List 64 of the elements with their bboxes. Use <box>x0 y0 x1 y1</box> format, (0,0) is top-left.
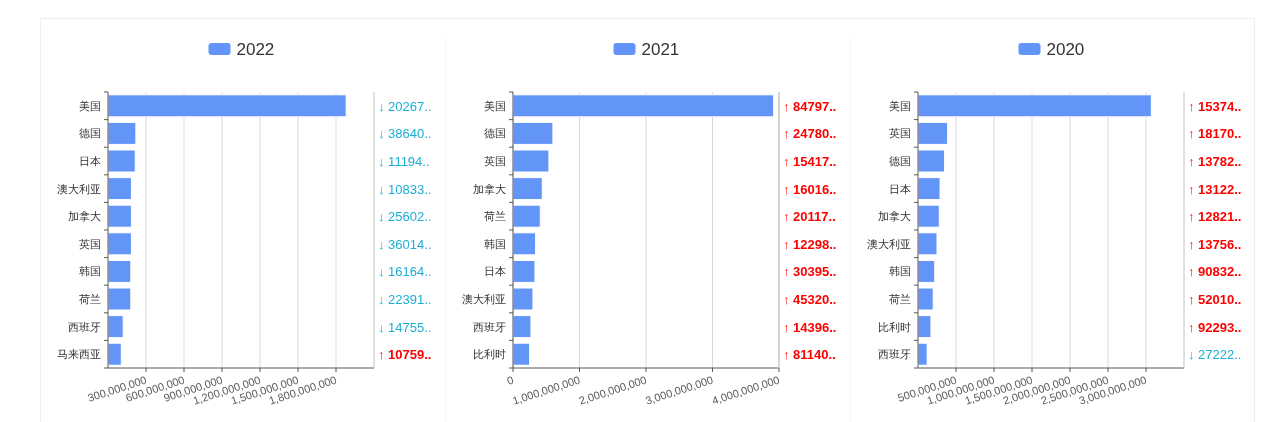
text: ↑ 14396.. <box>783 319 837 335</box>
y-tick-label: 加拿大 <box>68 210 101 223</box>
text: ↑ 15374.. <box>1188 98 1242 114</box>
text: ↓ 20267.. <box>378 98 432 114</box>
text: ↓ 27222.. <box>1188 347 1242 363</box>
y-tick-label: 加拿大 <box>473 182 506 195</box>
text: ↑ 13122.. <box>1188 181 1242 197</box>
text: ↑ 13782.. <box>1188 154 1242 169</box>
y-tick-label: 澳大利亚 <box>57 182 101 195</box>
y-tick-label: 英国 <box>79 237 101 250</box>
y-tick-label: 西班牙 <box>878 348 911 361</box>
y-tick-label: 荷兰 <box>79 293 101 305</box>
y-tick-label: 美国 <box>484 99 506 112</box>
text: ↓ 36014.. <box>378 236 432 252</box>
y-tick-label: 德国 <box>79 127 101 140</box>
text: ↑ 13756.. <box>1188 236 1242 252</box>
y-tick-label: 比利时 <box>473 348 506 361</box>
x-tick-label: 0 <box>505 373 516 387</box>
text: ↓ 11194.. <box>378 154 430 169</box>
text: ↑ 52010.. <box>1188 292 1242 307</box>
text: ↓ 38640.. <box>378 126 432 142</box>
text: ↑ 12821.. <box>1188 209 1242 225</box>
y-tick-label: 日本 <box>484 265 506 278</box>
y-tick-label: 澳大利亚 <box>462 293 506 305</box>
text: ↓ 10833.. <box>378 181 432 197</box>
y-tick-label: 荷兰 <box>484 210 506 223</box>
text: ↓ 16164.. <box>378 264 432 280</box>
y-tick-label: 西班牙 <box>68 320 101 333</box>
y-tick-label: 马来西亚 <box>57 348 101 361</box>
text: ↑ 18170.. <box>1188 126 1242 142</box>
text: ↑ 20117.. <box>783 209 836 225</box>
y-tick-label: 美国 <box>889 99 911 112</box>
text: ↓ 14755.. <box>378 319 432 335</box>
legend-label: 2020 <box>1046 40 1085 59</box>
y-tick-label: 韩国 <box>484 237 506 250</box>
y-tick-label: 澳大利亚 <box>867 237 911 250</box>
y-tick-label: 荷兰 <box>889 293 911 305</box>
y-tick-label: 日本 <box>79 155 101 167</box>
y-tick-label: 英国 <box>889 127 911 140</box>
text: ↑ 90832.. <box>1188 264 1242 280</box>
text: ↓ 25602.. <box>378 209 432 225</box>
text: ↑ 10759.. <box>378 347 432 363</box>
y-tick-label: 韩国 <box>889 265 911 278</box>
legend-label: 2022 <box>236 40 275 59</box>
text: ↑ 15417.. <box>783 154 837 169</box>
text: ↑ 30395.. <box>783 264 837 280</box>
text: ↑ 92293.. <box>1188 319 1242 335</box>
y-tick-label: 德国 <box>484 127 506 140</box>
y-tick-label: 加拿大 <box>878 210 911 223</box>
text: ↓ 22391.. <box>378 292 432 307</box>
text: ↑ 24780.. <box>783 126 837 142</box>
text: ↑ 16016.. <box>783 181 837 197</box>
legend-label: 2021 <box>641 40 680 59</box>
y-tick-label: 韩国 <box>79 265 101 278</box>
text: ↑ 45320.. <box>783 292 837 307</box>
y-tick-label: 日本 <box>889 182 911 195</box>
text: ↑ 81140.. <box>783 347 836 363</box>
text: ↑ 84797.. <box>783 98 837 114</box>
y-tick-label: 比利时 <box>878 320 911 333</box>
y-tick-label: 西班牙 <box>473 320 506 333</box>
y-tick-label: 德国 <box>889 155 911 167</box>
text: ↑ 12298.. <box>783 236 837 252</box>
y-tick-label: 美国 <box>79 99 101 112</box>
y-tick-label: 英国 <box>484 155 506 167</box>
